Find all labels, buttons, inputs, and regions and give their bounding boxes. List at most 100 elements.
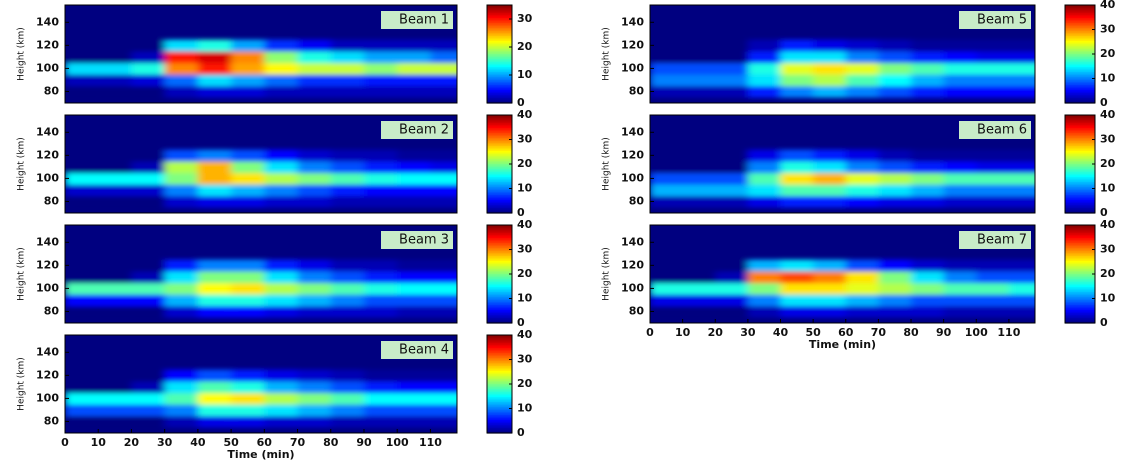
contour-cell xyxy=(297,259,332,272)
contour-cell xyxy=(650,74,684,87)
contour-cell xyxy=(650,271,684,284)
y-tick-label: 140 xyxy=(621,15,644,28)
contour-cell xyxy=(1008,259,1035,272)
colorbar-tick-label: 30 xyxy=(517,12,533,25)
contour-cell xyxy=(911,305,945,318)
contour-cell xyxy=(1008,172,1035,185)
contour-cell xyxy=(231,381,265,394)
contour-cell xyxy=(1008,149,1035,162)
contour-cell xyxy=(297,404,332,417)
beam-label-box xyxy=(381,231,453,249)
contour-cell xyxy=(943,85,977,98)
contour-cell xyxy=(131,271,166,284)
plot-area xyxy=(650,225,1035,323)
beam-label-box xyxy=(959,121,1031,139)
contour-cell xyxy=(845,62,879,75)
contour-cell xyxy=(397,282,431,295)
contour-cell xyxy=(397,172,431,185)
contour-cell xyxy=(264,74,299,87)
contour-cell xyxy=(780,39,814,52)
contour-cell xyxy=(650,85,684,98)
contour-cell xyxy=(650,282,684,295)
contour-cell xyxy=(197,172,232,185)
beam-label-box xyxy=(381,121,453,139)
y-tick-label: 140 xyxy=(621,235,644,248)
contour-cell xyxy=(330,381,365,394)
beam-label: Beam 7 xyxy=(977,233,1027,248)
contour-cell xyxy=(943,259,977,272)
contour-cell xyxy=(430,381,457,394)
y-tick-label: 120 xyxy=(36,38,59,51)
colorbar-tick-label: 20 xyxy=(1100,267,1116,280)
colorbar-tick-label: 30 xyxy=(517,243,533,256)
contour-cell xyxy=(65,51,99,64)
contour-cell xyxy=(164,172,199,185)
contour-cell xyxy=(976,172,1010,185)
contour-cell xyxy=(164,305,199,318)
contour-cell xyxy=(131,404,166,417)
contour-cell xyxy=(650,161,684,174)
plot-frame xyxy=(649,114,1036,214)
contour-cell xyxy=(911,282,945,295)
beam-label-box xyxy=(381,11,453,29)
contour-cell xyxy=(197,415,232,428)
colorbar-tick-label: 0 xyxy=(517,316,525,329)
contour-cell xyxy=(780,271,814,284)
contour-cell xyxy=(264,381,299,394)
contour-cell xyxy=(98,85,132,98)
contour-cell xyxy=(813,149,847,162)
contour-cell xyxy=(98,282,132,295)
contour-field xyxy=(650,39,1035,98)
contour-cell xyxy=(1008,85,1035,98)
plot-frame xyxy=(64,334,458,434)
contour-cell xyxy=(911,294,945,307)
x-tick-label: 40 xyxy=(773,326,789,339)
x-tick-label: 10 xyxy=(675,326,691,339)
contour-cell xyxy=(878,161,912,174)
colorbar-tick-label: 0 xyxy=(1100,206,1108,219)
x-tick-label: 80 xyxy=(903,326,919,339)
x-tick-label: 50 xyxy=(805,326,821,339)
contour-cell xyxy=(231,172,265,185)
y-tick-label: 100 xyxy=(36,171,59,184)
contour-cell xyxy=(197,381,232,394)
contour-cell xyxy=(878,259,912,272)
contour-cell xyxy=(430,85,457,98)
contour-cell xyxy=(976,62,1010,75)
contour-cell xyxy=(98,51,132,64)
contour-cell xyxy=(878,85,912,98)
x-tick-label: 30 xyxy=(157,436,173,449)
colorbar-tick-label: 20 xyxy=(1100,47,1116,60)
contour-cell xyxy=(1008,294,1035,307)
contour-cell xyxy=(976,195,1010,208)
contour-cell xyxy=(98,74,132,87)
colorbar-tick-label: 10 xyxy=(517,68,533,81)
colorbar-tick-label: 30 xyxy=(1100,133,1116,146)
contour-cell xyxy=(131,195,166,208)
contour-cell xyxy=(131,39,166,52)
contour-cell xyxy=(813,195,847,208)
contour-field xyxy=(650,149,1035,208)
y-tick-label: 140 xyxy=(36,235,59,248)
contour-cell xyxy=(264,161,299,174)
y-tick-label: 80 xyxy=(44,414,60,427)
contour-cell xyxy=(430,172,457,185)
y-axis-label: Height (km) xyxy=(602,27,612,81)
contour-cell xyxy=(780,51,814,64)
x-axis-label: Time (min) xyxy=(809,338,876,351)
x-tick-label: 0 xyxy=(646,326,654,339)
contour-cell xyxy=(430,415,457,428)
contour-cell xyxy=(715,184,749,197)
contour-cell xyxy=(297,369,332,382)
contour-cell xyxy=(297,62,332,75)
contour-cell xyxy=(65,294,99,307)
plot-frame xyxy=(649,224,1036,324)
contour-cell xyxy=(976,271,1010,284)
contour-cell xyxy=(976,184,1010,197)
contour-cell xyxy=(747,149,782,162)
x-tick-label: 70 xyxy=(871,326,887,339)
contour-cell xyxy=(197,282,232,295)
contour-cell xyxy=(780,184,814,197)
contour-cell xyxy=(297,282,332,295)
contour-cell xyxy=(330,149,365,162)
